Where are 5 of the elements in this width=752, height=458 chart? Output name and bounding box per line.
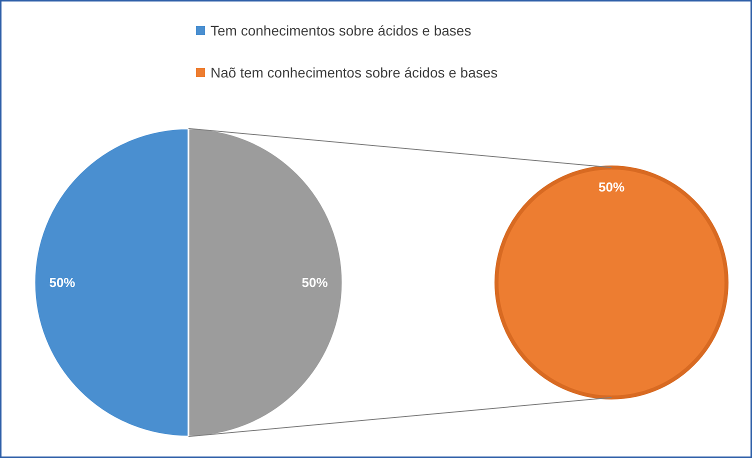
data-label: 50% xyxy=(49,275,76,290)
legend-label: Tem conhecimentos sobre ácidos e bases xyxy=(210,22,472,38)
data-label: 50% xyxy=(598,180,625,195)
category-label: Naõ tem conhecimentos sobre ácidos e bases xyxy=(210,64,498,80)
data-label: 50% xyxy=(302,275,328,290)
